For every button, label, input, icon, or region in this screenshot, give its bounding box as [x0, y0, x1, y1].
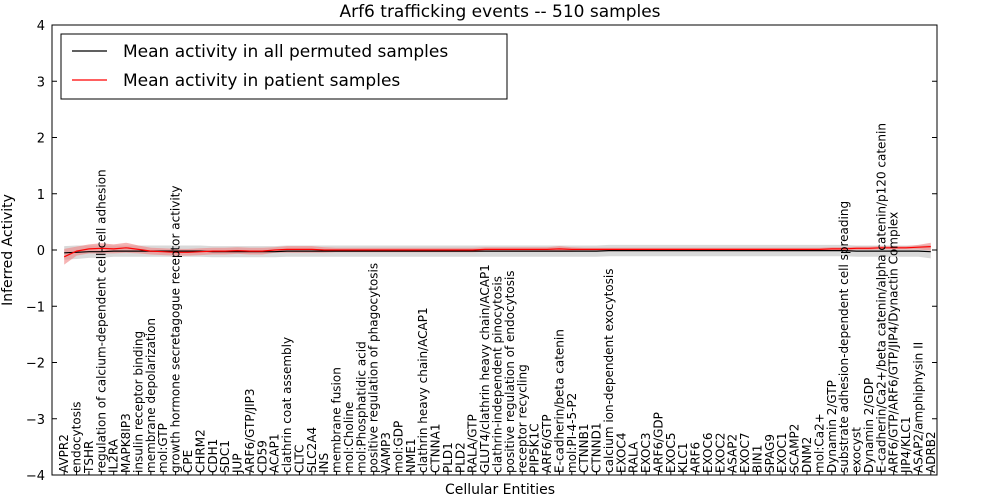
x-tick-label: E-cadherin/Ca2+/beta catenin/alpha caten… — [874, 123, 888, 473]
x-tick-label: membrane fusion — [330, 367, 344, 473]
x-tick-label: ARF6/GTP — [540, 414, 554, 473]
x-tick-label: positive regulation of phagocytosis — [367, 263, 381, 473]
x-tick-label: CTNND1 — [590, 422, 604, 473]
x-tick-label: PIP5K1C — [528, 423, 542, 473]
x-tick-label: PLD2 — [453, 442, 467, 473]
legend-label-permuted: Mean activity in all permuted samples — [123, 42, 448, 62]
x-tick-label: DNM2 — [800, 437, 814, 473]
x-tick-label: receptor recycling — [515, 364, 529, 473]
x-tick-label: regulation of calcium-dependent cell-cel… — [94, 169, 108, 473]
x-tick-label: substrate adhesion-dependent cell spread… — [837, 201, 851, 473]
x-tick-label: EXOC2 — [713, 433, 727, 474]
x-tick-label: mol:GDP — [392, 421, 406, 473]
x-tick-label: positive regulation of endocytosis — [503, 270, 517, 473]
x-tick-label: MAPK8IP3 — [119, 413, 133, 473]
x-tick-label: EXOC1 — [775, 433, 789, 474]
y-tick-label: −3 — [26, 413, 45, 428]
x-tick-label: NME1 — [404, 438, 418, 473]
x-tick-label: JUP — [231, 453, 245, 474]
x-tick-label: EXOC7 — [738, 433, 752, 474]
x-tick-label: EXOC6 — [701, 433, 715, 474]
x-tick-label: CLTC — [292, 445, 306, 473]
x-tick-label: mol:Phosphatidic acid — [354, 341, 368, 473]
x-tick-label: IL2RA — [107, 438, 121, 473]
series-line-1 — [63, 246, 931, 258]
chart-title: Arf6 trafficking events -- 510 samples — [339, 2, 660, 22]
x-axis-label: Cellular Entities — [445, 482, 555, 498]
x-tick-label: E-cadherin/beta catenin — [552, 329, 566, 473]
x-tick-label: PLD1 — [441, 442, 455, 473]
series-band-1 — [64, 242, 931, 265]
x-tick-label: SPAG9 — [763, 434, 777, 473]
y-tick-label: 4 — [37, 19, 45, 34]
y-tick-label: 3 — [37, 75, 45, 90]
x-tick-label: mol:GTP — [156, 423, 170, 473]
y-tick-label: −4 — [26, 469, 45, 484]
x-tick-label: JIP4/KLC1 — [899, 416, 913, 474]
x-tick-label: ARF6/GDP — [651, 412, 665, 473]
x-tick-label: AVPR2 — [57, 434, 71, 473]
x-tick-label: BIN1 — [751, 445, 765, 473]
x-tick-label: CTNNB1 — [577, 423, 591, 473]
x-tick-label: EXOC3 — [639, 433, 653, 474]
y-tick-label: −2 — [26, 357, 45, 372]
x-tick-label: EXOC5 — [664, 433, 678, 474]
legend-label-patient: Mean activity in patient samples — [123, 71, 400, 91]
x-tick-label: ARF6/GTP/JIP3 — [243, 388, 257, 473]
x-tick-label: clathrin heavy chain/ACAP1 — [416, 307, 430, 473]
x-tick-label: Dynamin 2/GTP — [825, 380, 839, 473]
y-axis-ticks: −4 −3 −2 −1 0 1 2 3 4 — [26, 19, 937, 484]
x-tick-label: SDC1 — [218, 440, 232, 473]
x-tick-label: clathrin coat assembly — [280, 337, 294, 473]
x-tick-label: insulin receptor binding — [132, 331, 146, 473]
x-tick-label: ARF6/GTP/ARF6/GTP/JIP4/Dynactin Complex — [887, 212, 901, 473]
x-tick-label: calcium ion-dependent exocytosis — [602, 269, 616, 474]
x-tick-label: Dynamin 2/GDP — [862, 378, 876, 473]
x-tick-label: ASAP2/amphiphysin II — [911, 342, 925, 473]
y-tick-label: 1 — [37, 188, 45, 203]
x-tick-label: SLC2A4 — [305, 427, 319, 473]
y-axis-label: Inferred Activity — [0, 194, 16, 306]
x-tick-label: mol:Choline — [342, 402, 356, 473]
x-tick-label: ACAP1 — [268, 434, 282, 473]
x-tick-label: exocyst — [850, 427, 864, 473]
x-tick-label: membrane depolarization — [144, 318, 158, 473]
legend: Mean activity in all permuted samples Me… — [60, 33, 508, 100]
legend-box — [60, 33, 508, 100]
x-tick-label: mol:PI-4-5-P2 — [565, 393, 579, 473]
x-tick-label: EXOC4 — [614, 433, 628, 474]
y-tick-label: −1 — [26, 300, 45, 315]
x-tick-label: VAMP3 — [379, 432, 393, 473]
x-tick-label: endocytosis — [70, 401, 84, 473]
x-tick-label: ARF6 — [689, 442, 703, 473]
series-lines — [63, 246, 931, 258]
x-tick-label: CD59 — [255, 440, 269, 473]
y-tick-label: 2 — [37, 132, 45, 147]
x-tick-label: RALA/GTP — [466, 414, 480, 473]
x-tick-label: CDH1 — [206, 439, 220, 473]
x-tick-label: ADRB2 — [924, 431, 938, 473]
x-tick-label: growth hormone secretagogue receptor act… — [169, 186, 183, 473]
x-tick-label: SCAMP2 — [788, 424, 802, 473]
x-tick-label: TSHR — [82, 441, 96, 474]
x-tick-label: INS — [317, 453, 331, 473]
x-tick-label: mol:Ca2+ — [812, 413, 826, 473]
x-tick-label: ASAP2 — [726, 434, 740, 473]
x-tick-label: GLUT4/clathrin heavy chain/ACAP1 — [478, 264, 492, 473]
x-tick-label: KLC1 — [676, 442, 690, 473]
x-tick-label: clathrin-independent pinocytosis — [491, 276, 505, 473]
y-tick-label: 0 — [37, 244, 45, 259]
confidence-bands — [64, 242, 931, 265]
x-tick-label: CHRM2 — [193, 429, 207, 473]
x-tick-label: CTNNA1 — [429, 423, 443, 473]
x-tick-label: RALA — [627, 441, 641, 473]
x-tick-label: CPE — [181, 450, 195, 473]
